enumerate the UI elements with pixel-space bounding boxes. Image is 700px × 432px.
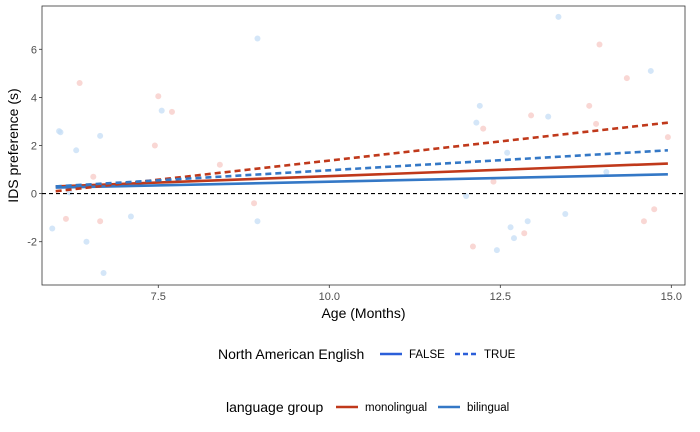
points-layer — [49, 13, 671, 276]
data-point-monolingual-8 — [90, 173, 97, 180]
data-point-bilingual-12 — [127, 213, 134, 220]
data-point-bilingual-7 — [83, 238, 90, 245]
data-point-bilingual-43 — [647, 67, 654, 74]
data-point-monolingual-14 — [155, 93, 162, 100]
legend-label-monolingual: monolingual — [365, 402, 427, 414]
data-point-monolingual-39 — [596, 41, 603, 48]
data-point-bilingual-19 — [254, 35, 261, 42]
data-point-monolingual-44 — [651, 206, 658, 213]
data-point-bilingual-15 — [158, 107, 165, 114]
y-axis-title: IDS preference (s) — [5, 88, 21, 202]
data-point-monolingual-25 — [480, 125, 487, 132]
data-point-monolingual-10 — [97, 218, 104, 225]
x-tick-label: 10.0 — [319, 291, 340, 303]
data-point-monolingual-41 — [623, 75, 630, 82]
data-point-bilingual-30 — [510, 235, 517, 242]
data-point-bilingual-35 — [555, 13, 562, 20]
data-point-monolingual-3 — [62, 215, 69, 222]
x-axis-ticks: 7.5 10.0 12.5 15.0 — [151, 285, 682, 303]
legend-title-language-group: language group — [226, 399, 324, 415]
trend-line-bilingual-true — [55, 149, 668, 188]
trend-lines-layer — [55, 121, 669, 193]
data-point-monolingual-16 — [168, 108, 175, 115]
y-tick-label: -2 — [27, 237, 37, 249]
y-tick-label: 2 — [31, 141, 37, 153]
y-tick-label: 4 — [31, 92, 37, 104]
data-point-monolingual-42 — [640, 218, 647, 225]
legend-title-north-american-english: North American English — [218, 346, 364, 362]
x-tick-label: 15.0 — [661, 291, 682, 303]
data-point-monolingual-45 — [664, 134, 671, 141]
data-point-monolingual-31 — [521, 230, 528, 237]
data-point-bilingual-9 — [97, 132, 104, 139]
trend-line-bilingual-false — [55, 173, 668, 189]
data-point-monolingual-38 — [593, 120, 600, 127]
legend-label-bilingual: bilingual — [467, 402, 509, 414]
data-point-bilingual-21 — [463, 193, 470, 200]
data-point-bilingual-20 — [254, 218, 261, 225]
x-axis-title: Age (Months) — [321, 305, 405, 321]
legend-language-group: language group monolingual bilingual — [226, 399, 509, 415]
data-point-bilingual-0 — [49, 225, 56, 232]
data-point-monolingual-22 — [469, 243, 476, 250]
legend-north-american-english: North American English FALSE TRUE — [218, 346, 516, 362]
trend-line-monolingual-false — [55, 162, 668, 188]
data-point-bilingual-23 — [473, 119, 480, 126]
y-axis-ticks: -2 0 2 4 6 — [27, 44, 42, 249]
y-tick-label: 0 — [31, 189, 37, 201]
data-point-bilingual-40 — [603, 168, 610, 175]
data-point-bilingual-28 — [504, 149, 511, 156]
legend-label-true: TRUE — [484, 349, 516, 361]
data-point-monolingual-17 — [216, 161, 223, 168]
data-point-bilingual-5 — [73, 147, 80, 154]
data-point-bilingual-24 — [476, 102, 483, 109]
legend-label-false: FALSE — [409, 349, 445, 361]
data-point-bilingual-27 — [493, 247, 500, 254]
data-point-monolingual-33 — [528, 112, 535, 119]
data-point-bilingual-32 — [524, 218, 531, 225]
plot-panel — [41, 5, 686, 286]
data-point-monolingual-18 — [251, 200, 258, 207]
x-tick-label: 7.5 — [151, 291, 166, 303]
data-point-bilingual-34 — [545, 113, 552, 120]
x-tick-label: 12.5 — [490, 291, 511, 303]
y-tick-label: 6 — [31, 44, 37, 56]
data-point-bilingual-36 — [562, 211, 569, 218]
data-point-monolingual-26 — [490, 178, 497, 185]
data-point-monolingual-37 — [586, 102, 593, 109]
data-point-monolingual-6 — [76, 79, 83, 86]
data-point-bilingual-29 — [507, 224, 514, 231]
data-point-bilingual-11 — [100, 269, 107, 276]
data-point-bilingual-2 — [57, 129, 64, 136]
data-point-monolingual-13 — [151, 142, 158, 149]
